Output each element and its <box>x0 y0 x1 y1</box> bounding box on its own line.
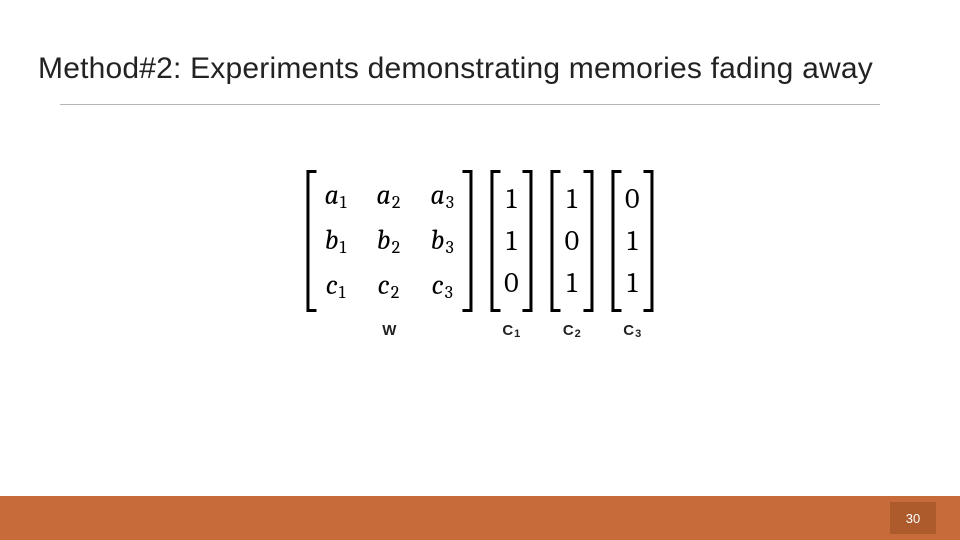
vector-C3: 0 1 1 C3 <box>611 170 653 340</box>
matrix-W-col-3: a3 b3 c3 <box>430 181 454 302</box>
vector-C2-col: 1 0 1 <box>561 170 583 312</box>
matrix-cell: a2 <box>376 181 400 212</box>
vector-cell: 1 <box>567 269 577 297</box>
footer-bar: 30 <box>0 496 960 540</box>
vector-C2-body: 1 0 1 <box>551 170 593 312</box>
vector-C1-body: 1 1 0 <box>490 170 532 312</box>
matrix-cell: b2 <box>377 226 400 257</box>
bracket-right-icon <box>523 170 533 312</box>
matrix-cell: c1 <box>326 271 346 302</box>
bracket-right-icon <box>462 170 472 312</box>
page-number: 30 <box>906 511 920 526</box>
matrix-cell: b1 <box>325 226 346 257</box>
vector-cell: 1 <box>506 185 516 213</box>
bracket-right-icon <box>583 170 593 312</box>
title-underline <box>60 104 880 105</box>
matrix-W-col-2: a2 b2 c2 <box>376 181 400 302</box>
vector-C1-label: C1 <box>502 322 520 340</box>
matrix-cell: a1 <box>324 181 346 212</box>
matrix-W-label: W <box>382 322 396 339</box>
vector-cell: 1 <box>627 269 637 297</box>
vector-cell: 1 <box>506 227 516 255</box>
vector-C2: 1 0 1 C2 <box>551 170 593 340</box>
vector-C1: 1 1 0 C1 <box>490 170 532 340</box>
bracket-right-icon <box>644 170 654 312</box>
matrix-W-col-1: a1 b1 c1 <box>324 181 346 302</box>
matrices-row: a1 b1 c1 a2 b2 c2 a3 b3 c3 W <box>306 170 653 340</box>
matrix-cell: a3 <box>430 181 454 212</box>
vector-cell: 0 <box>504 269 518 297</box>
vector-C3-body: 0 1 1 <box>611 170 653 312</box>
matrix-cell: c3 <box>431 271 452 302</box>
slide-title: Method#2: Experiments demonstrating memo… <box>38 52 873 86</box>
vector-cell: 0 <box>565 227 579 255</box>
matrix-cell: c2 <box>378 271 400 302</box>
bracket-left-icon <box>490 170 500 312</box>
vector-C3-label: C3 <box>623 322 641 340</box>
vector-C2-label: C2 <box>563 322 581 340</box>
matrix-cell: b3 <box>431 226 454 257</box>
page-number-box: 30 <box>890 502 936 534</box>
vector-cell: 1 <box>627 227 637 255</box>
matrix-W-columns: a1 b1 c1 a2 b2 c2 a3 b3 c3 <box>316 170 462 312</box>
matrix-W: a1 b1 c1 a2 b2 c2 a3 b3 c3 W <box>306 170 472 339</box>
vector-C3-col: 0 1 1 <box>621 170 643 312</box>
bracket-left-icon <box>306 170 316 312</box>
bracket-left-icon <box>551 170 561 312</box>
vector-C1-col: 1 1 0 <box>500 170 522 312</box>
vector-cell: 1 <box>567 185 577 213</box>
vector-cell: 0 <box>625 185 639 213</box>
bracket-left-icon <box>611 170 621 312</box>
matrix-W-body: a1 b1 c1 a2 b2 c2 a3 b3 c3 <box>306 170 472 312</box>
